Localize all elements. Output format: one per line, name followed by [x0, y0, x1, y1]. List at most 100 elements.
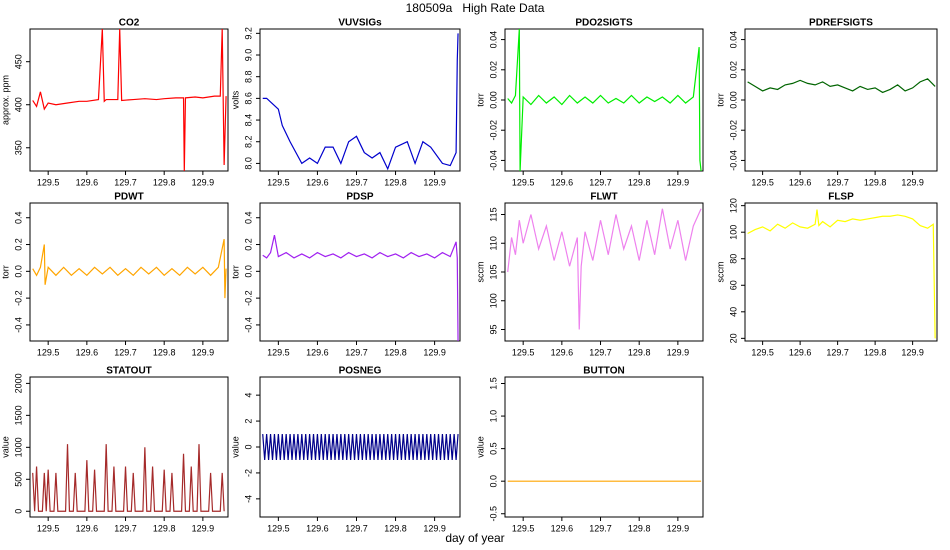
panel-title: PDREFSIGTS [809, 18, 873, 29]
y-tick-label: 450 [13, 54, 23, 69]
y-tick-label: 100 [728, 225, 738, 240]
plot-frame [29, 202, 229, 342]
y-tick-label: 0.0 [13, 265, 23, 278]
x-tick-label: 129.6 [551, 177, 574, 187]
y-tick-label: 1.5 [488, 377, 498, 390]
y-tick-label: 0.5 [488, 442, 498, 455]
y-tick-label: 0 [13, 509, 23, 514]
x-tick-label: 129.9 [192, 347, 215, 357]
plot-frame [259, 28, 461, 172]
x-tick-label: 129.6 [76, 177, 99, 187]
x-tick-label: 129.7 [589, 177, 612, 187]
data-line [747, 209, 936, 339]
y-tick-label: 2 [243, 419, 253, 424]
panel: PDWT torr 129.5 129.6 129.7 129.8 129.9 -0.4 -0.… [0, 192, 229, 357]
y-tick-label: 9.0 [243, 49, 253, 62]
data-line [262, 235, 459, 341]
data-line [262, 433, 459, 461]
y-tick-label: 2000 [13, 373, 23, 393]
panel-title: POSNEG [339, 366, 382, 377]
panel: FLWT sccm 129.5 129.6 129.7 129.8 129.9 95 100 10… [475, 192, 704, 357]
y-tick-label: 8.0 [243, 157, 253, 170]
plot-area [32, 444, 225, 512]
y-tick-label: 9.2 [243, 27, 253, 40]
y-tick-label: 8.8 [243, 70, 253, 83]
x-tick-label: 129.8 [384, 523, 407, 533]
x-tick-label: 129.7 [114, 523, 137, 533]
panel-title: FLWT [590, 192, 617, 203]
y-tick-label: 1500 [13, 405, 23, 425]
data-line [32, 444, 225, 512]
x-tick-label: 129.9 [667, 523, 690, 533]
x-tick-label: 129.5 [37, 523, 60, 533]
x-tick-label: 129.9 [423, 177, 446, 187]
data-line [32, 29, 227, 171]
y-tick-label: 0.04 [488, 31, 498, 49]
x-tick-label: 129.5 [37, 177, 60, 187]
y-tick-label: -0.02 [488, 120, 498, 141]
plot-frame [259, 202, 461, 342]
y-tick-label: 110 [488, 236, 498, 250]
y-axis-label: value [0, 436, 10, 458]
y-axis-label: torr [475, 93, 485, 107]
plot-area [262, 33, 459, 171]
x-tick-label: 129.6 [789, 177, 812, 187]
y-tick-label: 0.0 [243, 265, 253, 278]
panel: PDREFSIGTS torr 129.5 129.6 129.7 129.8 129.9 -… [715, 18, 938, 187]
x-tick-label: 129.6 [789, 347, 812, 357]
x-tick-label: 129.8 [628, 177, 651, 187]
x-tick-label: 129.8 [384, 177, 407, 187]
y-tick-label: 60 [728, 280, 738, 290]
data-line [747, 78, 936, 94]
x-tick-label: 129.6 [306, 523, 329, 533]
x-tick-label: 129.9 [667, 177, 690, 187]
panel: VUVSIGs volts 129.5 129.6 129.7 129.8 129.9 8.0… [230, 18, 461, 187]
y-tick-label: 400 [13, 97, 23, 112]
x-axis-label: day of year [445, 531, 504, 545]
panel-title: BUTTON [583, 366, 624, 377]
y-tick-label: -4 [243, 495, 253, 503]
x-tick-label: 129.7 [345, 347, 368, 357]
x-tick-label: 129.8 [864, 347, 887, 357]
plot-frame [744, 28, 938, 172]
y-tick-label: 0.00 [728, 91, 738, 109]
plot-frame [744, 202, 938, 342]
y-tick-label: -0.02 [728, 120, 738, 141]
plot-area [747, 78, 936, 94]
y-tick-label: 0.02 [488, 61, 498, 79]
plot-frame [504, 202, 704, 342]
y-tick-label: 95 [488, 324, 498, 334]
y-tick-label: 1.0 [488, 410, 498, 423]
x-tick-label: 129.7 [826, 347, 849, 357]
x-tick-label: 129.6 [306, 177, 329, 187]
y-tick-label: -0.04 [488, 150, 498, 171]
plot-frame [29, 376, 229, 518]
y-tick-label: -0.4 [243, 317, 253, 333]
x-tick-label: 129.9 [667, 347, 690, 357]
x-tick-label: 129.5 [751, 177, 774, 187]
y-tick-label: 0.02 [728, 61, 738, 79]
x-tick-label: 129.5 [751, 347, 774, 357]
y-axis-label: torr [0, 265, 10, 279]
x-tick-label: 129.5 [512, 523, 535, 533]
panel-title: PDWT [114, 192, 143, 203]
y-tick-label: 40 [728, 307, 738, 317]
x-tick-label: 129.9 [423, 523, 446, 533]
x-tick-label: 129.8 [384, 347, 407, 357]
y-tick-label: 0 [243, 444, 253, 449]
plot-frame [29, 28, 229, 172]
x-tick-label: 129.5 [267, 347, 290, 357]
x-tick-label: 129.5 [267, 523, 290, 533]
y-axis-label: torr [715, 93, 725, 107]
x-tick-label: 129.7 [589, 347, 612, 357]
x-tick-label: 129.7 [114, 177, 137, 187]
y-tick-label: -0.5 [488, 506, 498, 522]
panel: STATOUT value 129.5 129.6 129.7 129.8 129.9 0 50… [0, 366, 229, 533]
panel-title: VUVSIGs [338, 18, 382, 29]
panel: FLSP sccm 129.5 129.6 129.7 129.8 129.9 20 40 60 8… [715, 192, 938, 357]
y-tick-label: 0.04 [728, 31, 738, 49]
y-tick-label: 8.2 [243, 135, 253, 148]
y-tick-label: 0.4 [13, 211, 23, 224]
y-axis-label: sccm [475, 262, 485, 283]
